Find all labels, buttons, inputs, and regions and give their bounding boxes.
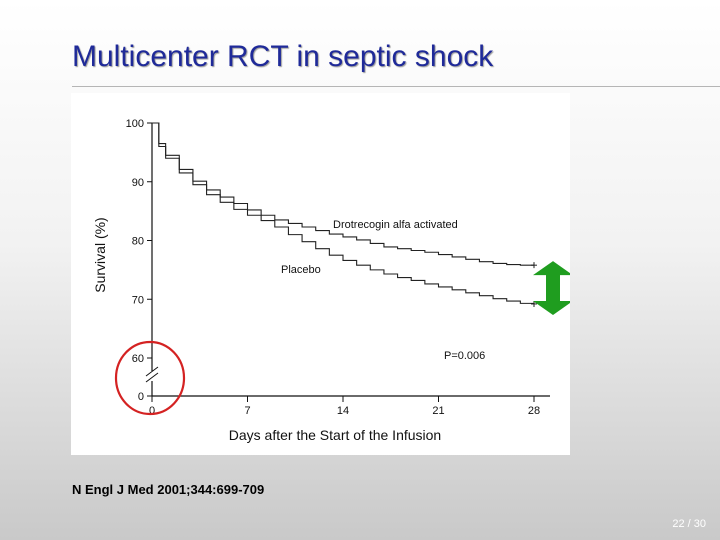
x-tick-label: 14 — [337, 405, 349, 417]
x-tick-label: 0 — [149, 405, 155, 417]
survival-chart: 0 60 70 80 90 100 0 7 14 21 28 Drotrecogin alfa ac… — [92, 118, 570, 443]
x-tick-label: 7 — [244, 405, 250, 417]
y-tick-label: 60 — [132, 353, 144, 365]
chart-labels: Drotrecogin alfa activated Placebo P=0.006… — [92, 217, 570, 443]
page-number: 22 / 30 — [672, 518, 706, 530]
chart-axes — [145, 123, 550, 397]
y-axis-label: Survival (%) — [92, 217, 108, 292]
citation: N Engl J Med 2001;344:699-709 — [72, 482, 265, 497]
difference-arrow — [533, 261, 570, 315]
y-tick-label: 100 — [126, 118, 144, 130]
chart-ticks: 0 60 70 80 90 100 0 7 14 21 28 — [126, 118, 540, 417]
y-tick-label: 0 — [138, 391, 144, 403]
y-tick-label: 90 — [132, 177, 144, 189]
series-line-drotrecogin — [152, 122, 534, 266]
series-label-placebo: Placebo — [281, 264, 321, 276]
axis-break-mark — [145, 372, 159, 383]
x-tick-label: 28 — [528, 405, 540, 417]
title-divider — [72, 86, 720, 87]
x-axis-label: Days after the Start of the Infusion — [229, 427, 441, 443]
series-label-drotrecogin: Drotrecogin alfa activated — [333, 219, 458, 231]
axis-break-mark — [145, 366, 159, 377]
p-value-annotation: P=0.006 — [444, 350, 485, 362]
chart-series — [152, 122, 537, 307]
x-tick-label: 21 — [432, 405, 444, 417]
y-tick-label: 70 — [132, 294, 144, 306]
slide-title: Multicenter RCT in septic shock — [72, 40, 494, 73]
series-line-placebo — [152, 122, 535, 304]
survival-chart-panel: 0 60 70 80 90 100 0 7 14 21 28 Drotrecogin alfa ac… — [71, 93, 570, 455]
y-tick-label: 80 — [132, 236, 144, 248]
axis-break-highlight-circle — [114, 340, 186, 416]
